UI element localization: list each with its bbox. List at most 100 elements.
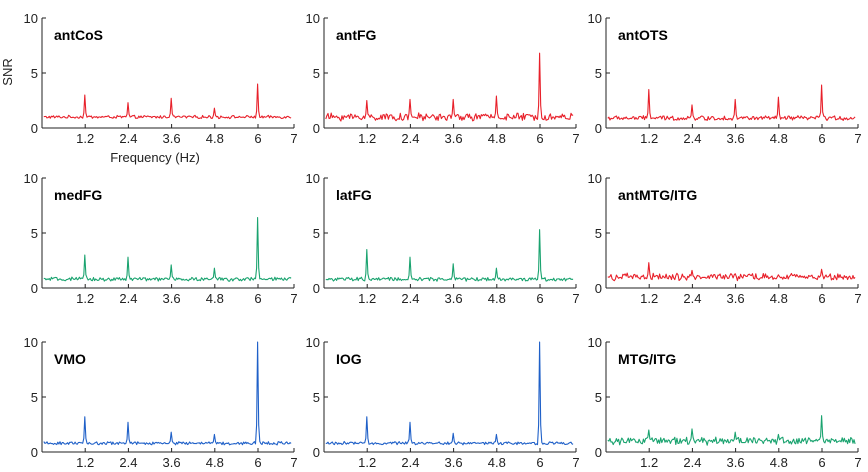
y-tick-label: 5 xyxy=(595,66,602,81)
x-tick-label: 4.8 xyxy=(488,455,506,470)
x-tick-label: 7 xyxy=(290,455,297,470)
x-tick-label: 3.6 xyxy=(445,291,463,306)
x-tick-label: 6 xyxy=(254,291,261,306)
x-tick-label: 1.2 xyxy=(640,131,658,146)
x-tick-label: 7 xyxy=(572,455,579,470)
y-tick-label: 0 xyxy=(313,281,320,296)
x-tick-label: 1.2 xyxy=(76,131,94,146)
panel-title: MTG/ITG xyxy=(618,351,676,367)
x-tick-label: 4.8 xyxy=(770,131,788,146)
y-tick-label: 10 xyxy=(306,335,320,350)
panel-2: 0 5 10 1.2 2.4 3.6 4.8 6 7 antFG xyxy=(306,11,580,146)
x-tick-label: 4.8 xyxy=(206,131,224,146)
y-tick-label: 0 xyxy=(31,445,38,460)
y-tick-label: 10 xyxy=(306,11,320,26)
y-tick-label: 10 xyxy=(24,335,38,350)
panel-8: 0 5 10 1.2 2.4 3.6 4.8 6 7 IOG xyxy=(306,335,580,470)
x-tick-label: 6 xyxy=(818,131,825,146)
y-tick-label: 5 xyxy=(31,66,38,81)
panel-title: medFG xyxy=(54,187,102,203)
x-tick-label: 6 xyxy=(536,131,543,146)
y-tick-label: 10 xyxy=(306,171,320,186)
panel-title: VMO xyxy=(54,351,86,367)
x-tick-label: 1.2 xyxy=(358,455,376,470)
x-tick-label: 4.8 xyxy=(770,291,788,306)
y-tick-label: 0 xyxy=(313,445,320,460)
x-tick-label: 1.2 xyxy=(76,455,94,470)
x-tick-label: 7 xyxy=(854,455,861,470)
x-tick-label: 3.6 xyxy=(445,455,463,470)
x-tick-label: 7 xyxy=(572,291,579,306)
y-tick-label: 0 xyxy=(595,281,602,296)
x-tick-label: 2.4 xyxy=(683,291,701,306)
x-tick-label: 3.6 xyxy=(445,131,463,146)
y-tick-label: 5 xyxy=(313,390,320,405)
x-tick-label: 4.8 xyxy=(770,455,788,470)
x-tick-label: 2.4 xyxy=(401,291,419,306)
spectrum-line xyxy=(325,229,574,282)
panel-title: antCoS xyxy=(54,27,103,43)
x-tick-label: 6 xyxy=(254,131,261,146)
panel-title: IOG xyxy=(336,351,362,367)
x-tick-label: 2.4 xyxy=(119,131,137,146)
panel-title: antOTS xyxy=(618,27,668,43)
panel-1: 0 5 10 1.2 2.4 3.6 4.8 6 7 antCoS xyxy=(24,11,298,146)
y-tick-label: 0 xyxy=(31,121,38,136)
x-tick-label: 6 xyxy=(818,291,825,306)
panel-5: 0 5 10 1.2 2.4 3.6 4.8 6 7 latFG xyxy=(306,171,580,306)
x-axis-label: Frequency (Hz) xyxy=(110,150,200,165)
y-tick-label: 0 xyxy=(31,281,38,296)
x-tick-label: 1.2 xyxy=(358,291,376,306)
y-tick-label: 5 xyxy=(595,226,602,241)
panels-group: 0 5 10 1.2 2.4 3.6 4.8 6 7 antCoS 0 5 10 1.2 2.4 3.6 4.8… xyxy=(24,11,862,470)
x-tick-label: 7 xyxy=(854,131,861,146)
x-tick-label: 1.2 xyxy=(640,291,658,306)
x-tick-label: 7 xyxy=(854,291,861,306)
x-tick-label: 6 xyxy=(536,455,543,470)
y-axis-label: SNR xyxy=(0,58,15,85)
y-tick-label: 5 xyxy=(31,390,38,405)
y-tick-label: 0 xyxy=(313,121,320,136)
x-tick-label: 4.8 xyxy=(206,291,224,306)
spectrum-line xyxy=(325,341,574,446)
x-tick-label: 1.2 xyxy=(640,455,658,470)
y-tick-label: 10 xyxy=(588,171,602,186)
y-tick-label: 5 xyxy=(313,226,320,241)
panel-title: antFG xyxy=(336,27,377,43)
spectrum-line xyxy=(325,52,574,122)
x-tick-label: 6 xyxy=(818,455,825,470)
x-tick-label: 3.6 xyxy=(163,291,181,306)
x-tick-label: 7 xyxy=(290,131,297,146)
y-tick-label: 10 xyxy=(24,171,38,186)
x-tick-label: 4.8 xyxy=(488,291,506,306)
x-tick-label: 1.2 xyxy=(358,131,376,146)
panel-3: 0 5 10 1.2 2.4 3.6 4.8 6 7 antOTS xyxy=(588,11,862,146)
x-tick-label: 6 xyxy=(536,291,543,306)
x-tick-label: 6 xyxy=(254,455,261,470)
panel-4: 0 5 10 1.2 2.4 3.6 4.8 6 7 medFG xyxy=(24,171,298,306)
panel-9: 0 5 10 1.2 2.4 3.6 4.8 6 7 MTG/ITG xyxy=(588,335,862,470)
spectrum-line xyxy=(43,341,292,446)
spectrum-line xyxy=(607,84,856,121)
x-tick-label: 3.6 xyxy=(727,291,745,306)
y-tick-label: 5 xyxy=(595,390,602,405)
y-tick-label: 10 xyxy=(588,335,602,350)
x-tick-label: 7 xyxy=(290,291,297,306)
x-tick-label: 2.4 xyxy=(683,455,701,470)
x-tick-label: 3.6 xyxy=(727,131,745,146)
x-tick-label: 1.2 xyxy=(76,291,94,306)
x-tick-label: 3.6 xyxy=(163,455,181,470)
x-tick-label: 2.4 xyxy=(119,455,137,470)
panel-title: antMTG/ITG xyxy=(618,187,697,203)
y-tick-label: 0 xyxy=(595,445,602,460)
panel-title: latFG xyxy=(336,187,372,203)
spectrum-line xyxy=(607,415,856,446)
panel-6: 0 5 10 1.2 2.4 3.6 4.8 6 7 antMTG/ITG xyxy=(588,171,862,306)
x-tick-label: 7 xyxy=(572,131,579,146)
x-tick-label: 3.6 xyxy=(163,131,181,146)
spectrum-line xyxy=(607,262,856,282)
x-tick-label: 2.4 xyxy=(401,131,419,146)
spectrum-line xyxy=(43,217,292,282)
y-tick-label: 5 xyxy=(31,226,38,241)
x-tick-label: 2.4 xyxy=(119,291,137,306)
